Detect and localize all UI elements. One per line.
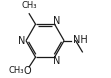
Text: N: N — [18, 36, 26, 46]
Text: N: N — [53, 56, 60, 66]
Text: O: O — [24, 66, 32, 76]
Text: CH₃: CH₃ — [8, 66, 24, 76]
Text: CH₃: CH₃ — [21, 1, 37, 10]
Text: NH: NH — [73, 35, 88, 45]
Text: N: N — [53, 16, 60, 26]
